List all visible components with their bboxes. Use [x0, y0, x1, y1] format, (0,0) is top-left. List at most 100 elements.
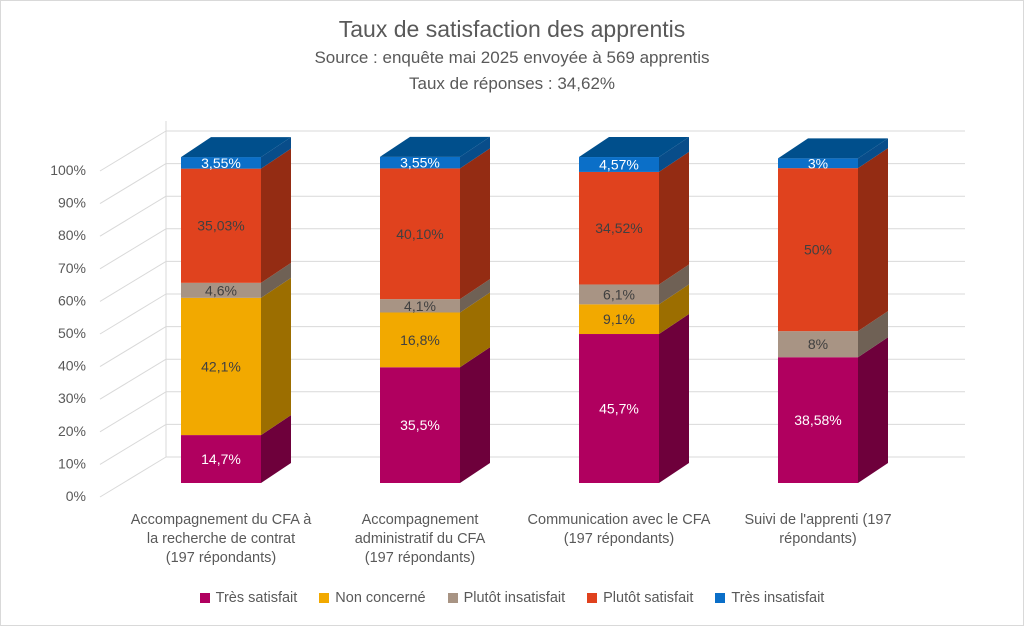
legend-swatch	[587, 593, 598, 603]
x-axis-category-line: Accompagnement du CFA à	[130, 512, 312, 528]
data-label: 50%	[804, 242, 832, 258]
bar-segment-side	[460, 279, 490, 313]
data-label: 34,52%	[595, 220, 642, 236]
data-label: 42,1%	[201, 358, 241, 374]
y-tick-label: 50%	[58, 325, 86, 341]
x-axis-category-line: (197 répondants)	[165, 550, 277, 566]
x-axis-category-line: Accompagnement	[361, 512, 479, 528]
bar-segment-side	[261, 262, 291, 298]
y-tick-label: 40%	[58, 358, 86, 374]
gridline-depth	[99, 195, 167, 237]
bar-segment-side	[858, 337, 888, 483]
bar-segment-side	[659, 137, 689, 172]
bar-segment-tr-s-insatisfait	[181, 157, 261, 169]
data-label: 3%	[808, 155, 828, 171]
x-axis-category-line: la recherche de contrat	[146, 531, 296, 547]
bar-segment-tr-s-satisfait	[181, 435, 261, 483]
data-label: 35,03%	[197, 218, 244, 234]
bar-segment-tr-s-insatisfait	[778, 158, 858, 169]
bar-segment-side	[659, 151, 689, 285]
y-tick-label: 0%	[66, 488, 86, 504]
legend-label: Très satisfait	[215, 590, 298, 606]
bar-segment-side	[460, 292, 490, 368]
gridline-depth	[99, 130, 167, 172]
bar-top-face	[181, 137, 291, 158]
gridline-depth	[99, 391, 167, 433]
data-label: 38,58%	[794, 412, 841, 428]
gridline-depth	[99, 293, 167, 335]
bar-segment-plut-t-satisfait	[181, 168, 261, 283]
x-axis-category-line: (197 répondants)	[364, 550, 476, 566]
legend-item: Non concerné	[319, 590, 426, 606]
bar-segment-side	[460, 148, 490, 300]
data-label: 4,1%	[404, 298, 436, 314]
bar-segment-side	[659, 264, 689, 305]
data-label: 45,7%	[599, 401, 639, 417]
bar-top-face	[380, 136, 490, 157]
legend-swatch	[319, 593, 330, 603]
x-axis-category-line: (197 répondants)	[563, 531, 675, 547]
x-axis-category-label: Suivi de l'apprenti (197 répondants)	[718, 511, 918, 549]
bar-segment-side	[460, 347, 490, 483]
y-tick-label: 30%	[58, 390, 86, 406]
data-label: 9,1%	[603, 311, 635, 327]
gridline-depth	[99, 456, 167, 498]
bar-segment-side	[261, 148, 291, 283]
y-tick-label: 90%	[58, 195, 86, 211]
legend-label: Plutôt insatisfait	[463, 590, 566, 606]
bar-segment-side	[659, 284, 689, 335]
bar-segment-non-concern-	[181, 297, 261, 436]
data-label: 4,6%	[205, 282, 237, 298]
bar-top-face	[579, 137, 689, 158]
chart-subtitle-source: Source : enquête mai 2025 envoyée à 569 …	[314, 48, 710, 67]
x-axis-category-label: Communication avec le CFA (197 répondants…	[519, 511, 719, 549]
legend-swatch	[715, 593, 726, 603]
chart-title: Taux de satisfaction des apprentis	[338, 16, 686, 42]
data-label: 14,7%	[201, 451, 241, 467]
bar-segment-side	[261, 137, 291, 169]
legend-swatch	[199, 593, 210, 603]
bar-segment-side	[659, 314, 689, 483]
bar-segment-plut-t-insatisfait	[380, 299, 460, 313]
bar-segment-side	[460, 136, 490, 169]
x-axis-category-line: Communication avec le CFA	[527, 512, 711, 528]
y-tick-label: 60%	[58, 292, 86, 308]
bar-segment-tr-s-satisfait	[380, 367, 460, 483]
data-label: 35,5%	[400, 417, 440, 433]
data-label: 16,8%	[400, 332, 440, 348]
bar-segment-tr-s-satisfait	[579, 334, 659, 483]
legend-item: Très satisfait	[199, 590, 298, 606]
gridline-depth	[99, 423, 167, 465]
bar-segment-plut-t-satisfait	[778, 168, 858, 332]
x-axis-category-line: répondants)	[779, 531, 857, 547]
bar-segment-plut-t-insatisfait	[181, 282, 261, 298]
bar-segment-non-concern-	[380, 312, 460, 368]
gridline-depth	[99, 163, 167, 205]
gridline-depth	[99, 326, 167, 368]
bar-segment-tr-s-satisfait	[778, 357, 858, 483]
bar-top-face	[778, 138, 888, 159]
y-tick-label: 20%	[58, 423, 86, 439]
data-label: 4,57%	[599, 156, 639, 172]
bar-segment-plut-t-insatisfait	[778, 331, 858, 358]
x-axis-category-line: Suivi de l'apprenti (197	[744, 512, 892, 528]
gridline-depth	[99, 228, 167, 270]
bar-segment-side	[858, 311, 888, 358]
data-label: 40,10%	[396, 226, 443, 242]
data-label: 8%	[808, 336, 828, 352]
legend-label: Très insatisfait	[731, 590, 825, 606]
bar-segment-non-concern-	[579, 304, 659, 335]
bar-segment-side	[261, 415, 291, 483]
data-label: 3,55%	[400, 155, 440, 171]
chart-legend: Très satisfait Non concerné Plutôt insatis…	[0, 590, 1024, 606]
x-axis-category-label: Accompagnement administratif du CFA (197 r…	[320, 511, 520, 568]
legend-item: Plutôt satisfait	[587, 590, 693, 606]
legend-item: Très insatisfait	[715, 590, 824, 606]
gridline-depth	[99, 358, 167, 400]
bar-segment-tr-s-insatisfait	[579, 157, 659, 172]
bar-segment-plut-t-insatisfait	[579, 284, 659, 305]
bar-segment-side	[858, 148, 888, 332]
legend-swatch	[447, 593, 458, 603]
bar-segment-side	[261, 277, 291, 436]
